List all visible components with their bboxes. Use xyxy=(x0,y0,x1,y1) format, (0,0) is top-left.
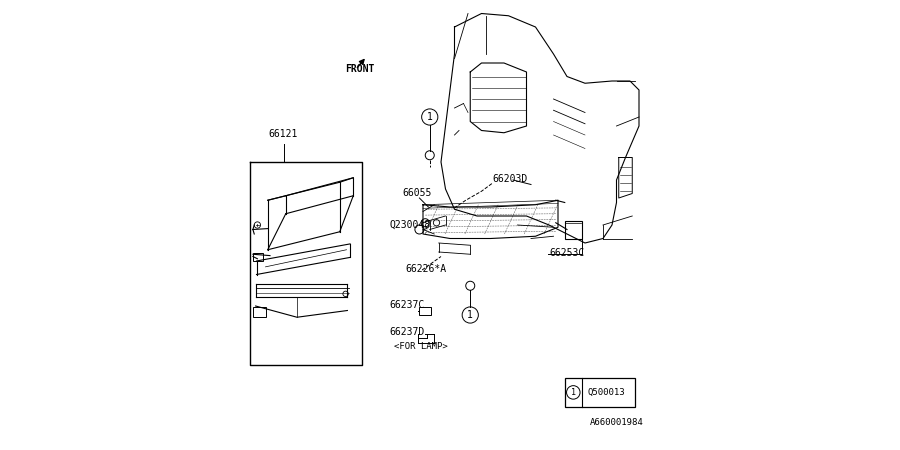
Bar xyxy=(253,307,266,317)
Bar xyxy=(565,378,634,407)
Text: 1: 1 xyxy=(427,112,433,122)
Bar xyxy=(253,253,263,261)
Text: A660001984: A660001984 xyxy=(590,418,644,427)
Text: 1: 1 xyxy=(571,388,576,397)
Text: 66253C: 66253C xyxy=(549,248,584,258)
Text: FRONT: FRONT xyxy=(346,64,375,74)
Text: <FOR LAMP>: <FOR LAMP> xyxy=(394,342,447,351)
Text: 66121: 66121 xyxy=(269,129,298,139)
Text: 66237C: 66237C xyxy=(389,300,425,310)
Text: 1: 1 xyxy=(467,310,473,320)
Text: Q230048: Q230048 xyxy=(389,219,430,229)
Text: Q500013: Q500013 xyxy=(587,388,625,397)
Bar xyxy=(565,221,582,239)
Text: 66203D: 66203D xyxy=(493,174,528,184)
Text: 66055: 66055 xyxy=(403,188,432,198)
Bar xyxy=(419,307,430,315)
Text: 66237D: 66237D xyxy=(389,327,425,337)
Text: 66226*A: 66226*A xyxy=(405,264,446,274)
